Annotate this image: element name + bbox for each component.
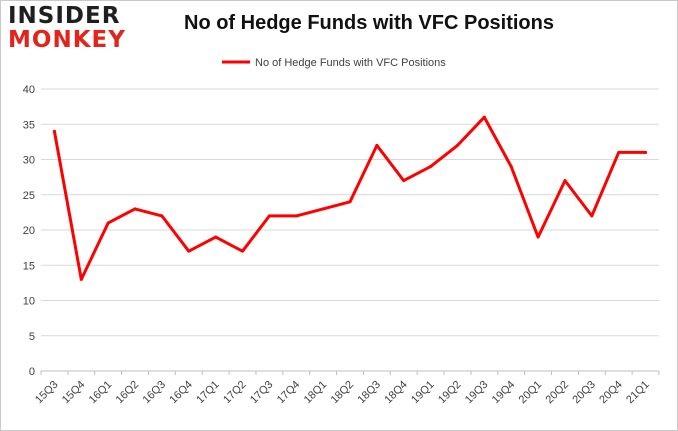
y-tick-label-15: 15 [23,260,35,272]
series-line-0 [52,115,648,281]
data-point-20Q2 [563,179,567,183]
x-tick-label-17Q2: 17Q2 [221,379,249,407]
x-axis-ticks: 15Q3 15Q4 16Q1 16Q2 16Q3 16Q4 17Q1 17Q2 17Q3 17Q4… [33,371,660,407]
data-point-20Q1 [536,235,540,239]
data-point-19Q4 [509,165,513,169]
y-tick-label-35: 35 [23,119,35,131]
y-tick-label-40: 40 [23,84,35,96]
x-tick-label-18Q2: 18Q2 [329,379,357,407]
data-point-20Q4 [617,150,621,154]
x-tick-label-21Q1: 21Q1 [624,379,652,407]
x-tick-label-19Q2: 19Q2 [436,379,464,407]
data-point-19Q3 [482,115,486,119]
x-tick-label-20Q4: 20Q4 [597,379,625,407]
data-point-17Q3 [267,214,271,218]
x-tick-label-20Q3: 20Q3 [570,379,598,407]
y-tick-label-5: 5 [29,331,35,343]
data-point-16Q4 [187,249,191,253]
data-point-20Q3 [590,214,594,218]
x-tick-label-16Q1: 16Q1 [87,379,115,407]
data-point-19Q1 [429,165,433,169]
x-tick-label-19Q4: 19Q4 [490,379,518,407]
x-tick-label-19Q3: 19Q3 [463,379,491,407]
x-tick-label-17Q1: 17Q1 [194,379,222,407]
data-point-15Q4 [79,277,83,281]
x-tick-label-15Q3: 15Q3 [33,379,61,407]
x-tick-label-20Q2: 20Q2 [544,379,572,407]
logo-line-2: MONKEY [8,27,126,53]
data-point-16Q1 [106,221,110,225]
x-tick-label-16Q4: 16Q4 [167,379,195,407]
data-point-16Q3 [160,214,164,218]
data-point-17Q4 [294,214,298,218]
logo-line-1: INSIDER [8,3,121,29]
data-point-17Q1 [214,235,218,239]
data-point-21Q1 [644,150,648,154]
x-tick-label-18Q4: 18Q4 [382,379,410,407]
y-tick-label-10: 10 [23,296,35,308]
y-axis-ticks: 0 5 10 15 20 25 30 35 40 [23,84,35,378]
data-point-18Q1 [321,207,325,211]
x-tick-label-16Q3: 16Q3 [141,379,169,407]
chart-title: No of Hedge Funds with VFC Positions [184,12,554,34]
x-tick-label-17Q4: 17Q4 [275,379,303,407]
x-tick-label-18Q3: 18Q3 [355,379,383,407]
y-tick-label-25: 25 [23,190,35,202]
data-point-17Q2 [241,249,245,253]
x-tick-label-16Q2: 16Q2 [114,379,142,407]
data-point-19Q2 [455,143,459,147]
x-tick-label-17Q3: 17Q3 [248,379,276,407]
legend: No of Hedge Funds with VFC Positions [222,57,446,69]
x-tick-label-20Q1: 20Q1 [517,379,545,407]
data-point-15Q3 [52,129,56,133]
y-tick-label-30: 30 [23,155,35,167]
insider-monkey-logo: INSIDER MONKEY [8,4,126,52]
data-point-18Q2 [348,200,352,204]
x-tick-label-19Q1: 19Q1 [409,379,437,407]
gridlines [41,88,659,372]
series-group [52,115,648,281]
x-tick-label-18Q1: 18Q1 [302,379,330,407]
y-tick-label-0: 0 [29,366,35,378]
legend-label: No of Hedge Funds with VFC Positions [255,57,446,69]
data-point-18Q3 [375,143,379,147]
data-point-16Q2 [133,207,137,211]
x-tick-label-15Q4: 15Q4 [60,379,88,407]
data-point-18Q4 [402,179,406,183]
y-tick-label-20: 20 [23,225,35,237]
